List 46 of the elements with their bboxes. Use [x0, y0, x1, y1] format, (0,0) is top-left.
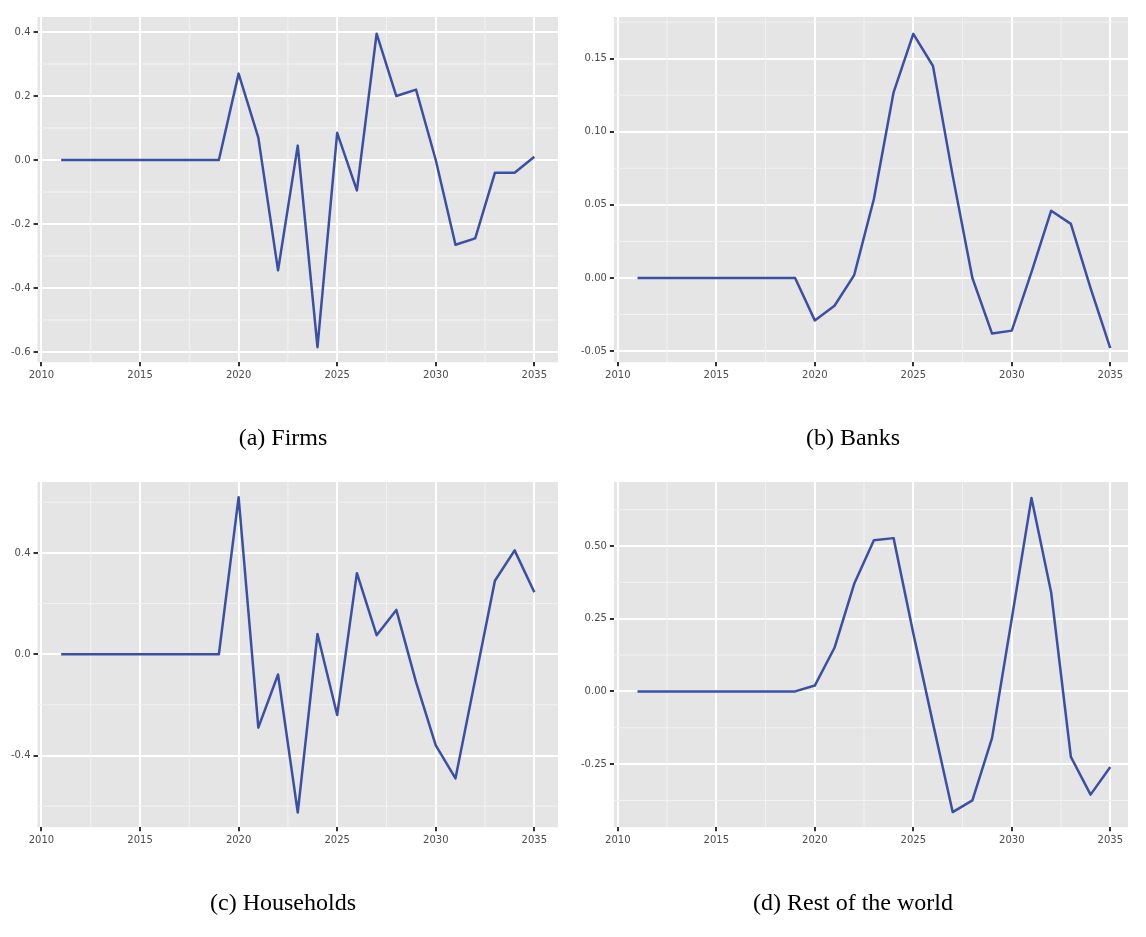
- x-tick-label: 2015: [703, 833, 730, 845]
- y-tick-label: 0.10: [584, 125, 607, 137]
- text: (a) Firms: [238, 423, 328, 450]
- x-tick-label: 2015: [703, 368, 730, 380]
- text: (b) Banks: [806, 423, 900, 450]
- x-tick-label: 2030: [423, 368, 449, 380]
- y-tick-label: 0.05: [584, 198, 607, 210]
- y-tick-label: 0.4: [14, 546, 31, 558]
- y-tick-label: -0.05: [581, 344, 607, 356]
- x-tick-label: 2030: [999, 833, 1025, 845]
- x-tick-label: 2030: [423, 833, 449, 845]
- x-tick-label: 2015: [127, 833, 153, 845]
- y-tick-label: -0.4: [11, 281, 31, 293]
- y-tick-label: 0.15: [584, 52, 607, 64]
- x-tick-label: 2020: [802, 833, 828, 845]
- x-tick-label: 2025: [324, 833, 350, 845]
- y-tick-label: 0.0: [14, 153, 31, 165]
- y-tick-label: 0.0: [14, 647, 31, 659]
- x-tick-label: 2010: [605, 368, 631, 380]
- x-tick-label: 2025: [900, 368, 927, 380]
- y-tick-label: 0.00: [584, 684, 607, 696]
- y-tick-label: -0.25: [581, 757, 607, 769]
- x-tick-label: 2025: [900, 833, 927, 845]
- text: (c) Households: [210, 888, 356, 915]
- y-tick-label: 0.00: [584, 271, 607, 283]
- x-tick-label: 2030: [999, 368, 1025, 380]
- x-tick-label: 2035: [521, 368, 548, 380]
- x-tick-label: 2035: [1097, 368, 1123, 380]
- y-tick-label: 0.25: [584, 612, 607, 624]
- x-tick-label: 2035: [521, 833, 548, 845]
- y-tick-label: -0.2: [11, 217, 31, 229]
- x-tick-label: 2010: [28, 833, 55, 845]
- text: (d) Rest of the world: [753, 888, 953, 915]
- x-tick-label: 2035: [1097, 833, 1123, 845]
- x-tick-label: 2010: [605, 833, 631, 845]
- y-tick-label: 0.4: [14, 25, 31, 37]
- y-tick-label: -0.6: [11, 345, 31, 357]
- y-tick-label: 0.50: [584, 539, 607, 551]
- x-tick-label: 2020: [225, 368, 252, 380]
- y-tick-label: -0.4: [11, 749, 31, 761]
- y-tick-label: 0.2: [14, 89, 31, 101]
- x-tick-label: 2010: [28, 368, 55, 380]
- x-tick-label: 2020: [802, 368, 828, 380]
- x-tick-label: 2015: [127, 368, 153, 380]
- x-tick-label: 2025: [324, 368, 350, 380]
- x-tick-label: 2020: [225, 833, 252, 845]
